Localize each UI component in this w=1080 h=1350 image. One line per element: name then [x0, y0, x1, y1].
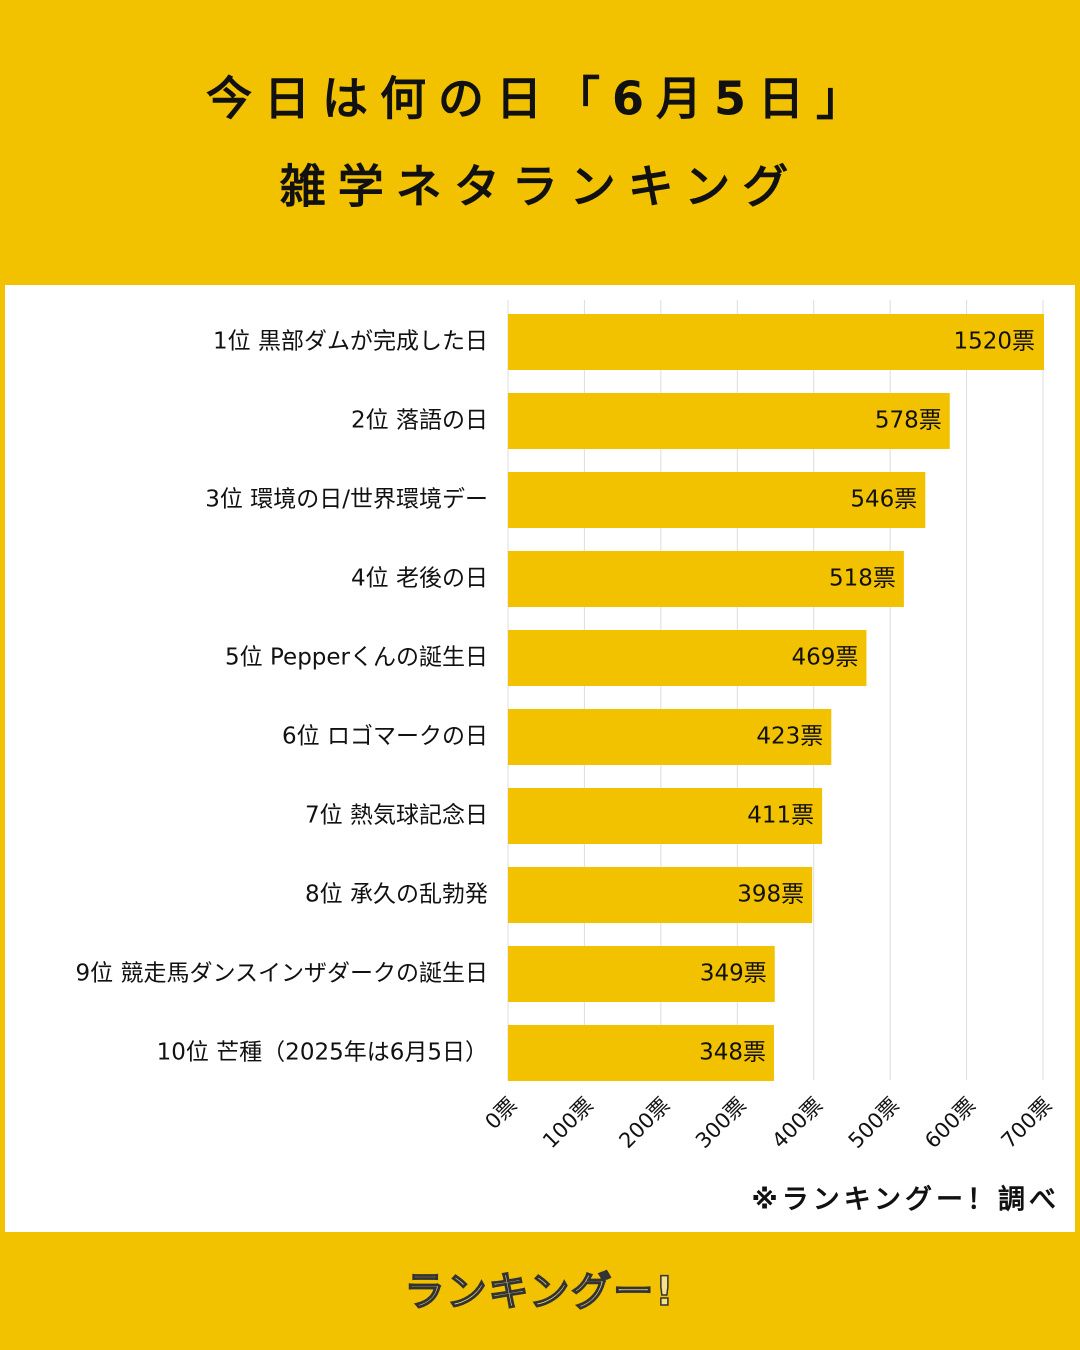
- data-label: 518票: [829, 566, 896, 592]
- data-label: 423票: [756, 724, 823, 750]
- data-label: 349票: [700, 961, 767, 987]
- y-tick-label: 9位 競走馬ダンスインザダークの誕生日: [76, 961, 488, 987]
- y-tick-label: 4位 老後の日: [351, 566, 488, 592]
- y-tick-label: 5位 Pepperくんの誕生日: [225, 645, 488, 671]
- data-label: 578票: [875, 408, 942, 434]
- source-note: ※ランキングー！調べ: [752, 1184, 1060, 1216]
- y-tick-label: 2位 落語の日: [351, 408, 488, 434]
- data-label: 546票: [850, 487, 917, 513]
- bar: [508, 709, 832, 765]
- y-tick-label: 10位 芒種（2025年は6月5日）: [157, 1040, 488, 1066]
- bar: [508, 867, 813, 923]
- y-tick-label: 7位 熱気球記念日: [305, 803, 488, 829]
- bar: [508, 946, 775, 1002]
- bar: [508, 393, 950, 449]
- data-label: 1520票: [953, 329, 1035, 355]
- bar: [508, 314, 1044, 370]
- bar: [508, 551, 904, 607]
- y-tick-label: 1位 黒部ダムが完成した日: [213, 329, 488, 355]
- chart-title: 今日は何の日「6月5日」: [206, 72, 874, 126]
- logo: ランキングー!: [404, 1269, 675, 1315]
- y-tick-label: 8位 承久の乱勃発: [305, 882, 488, 908]
- y-tick-label: 3位 環境の日/世界環境デー: [205, 487, 488, 513]
- data-label: 469票: [792, 645, 859, 671]
- bar: [508, 472, 926, 528]
- bar: [508, 788, 823, 844]
- data-label: 348票: [699, 1040, 766, 1066]
- data-label: 411票: [747, 803, 814, 829]
- data-label: 398票: [737, 882, 804, 908]
- y-tick-label: 6位 ロゴマークの日: [282, 724, 488, 750]
- chart-subtitle: 雑学ネタランキング: [279, 160, 801, 214]
- bar: [508, 1025, 774, 1081]
- bar: [508, 630, 867, 686]
